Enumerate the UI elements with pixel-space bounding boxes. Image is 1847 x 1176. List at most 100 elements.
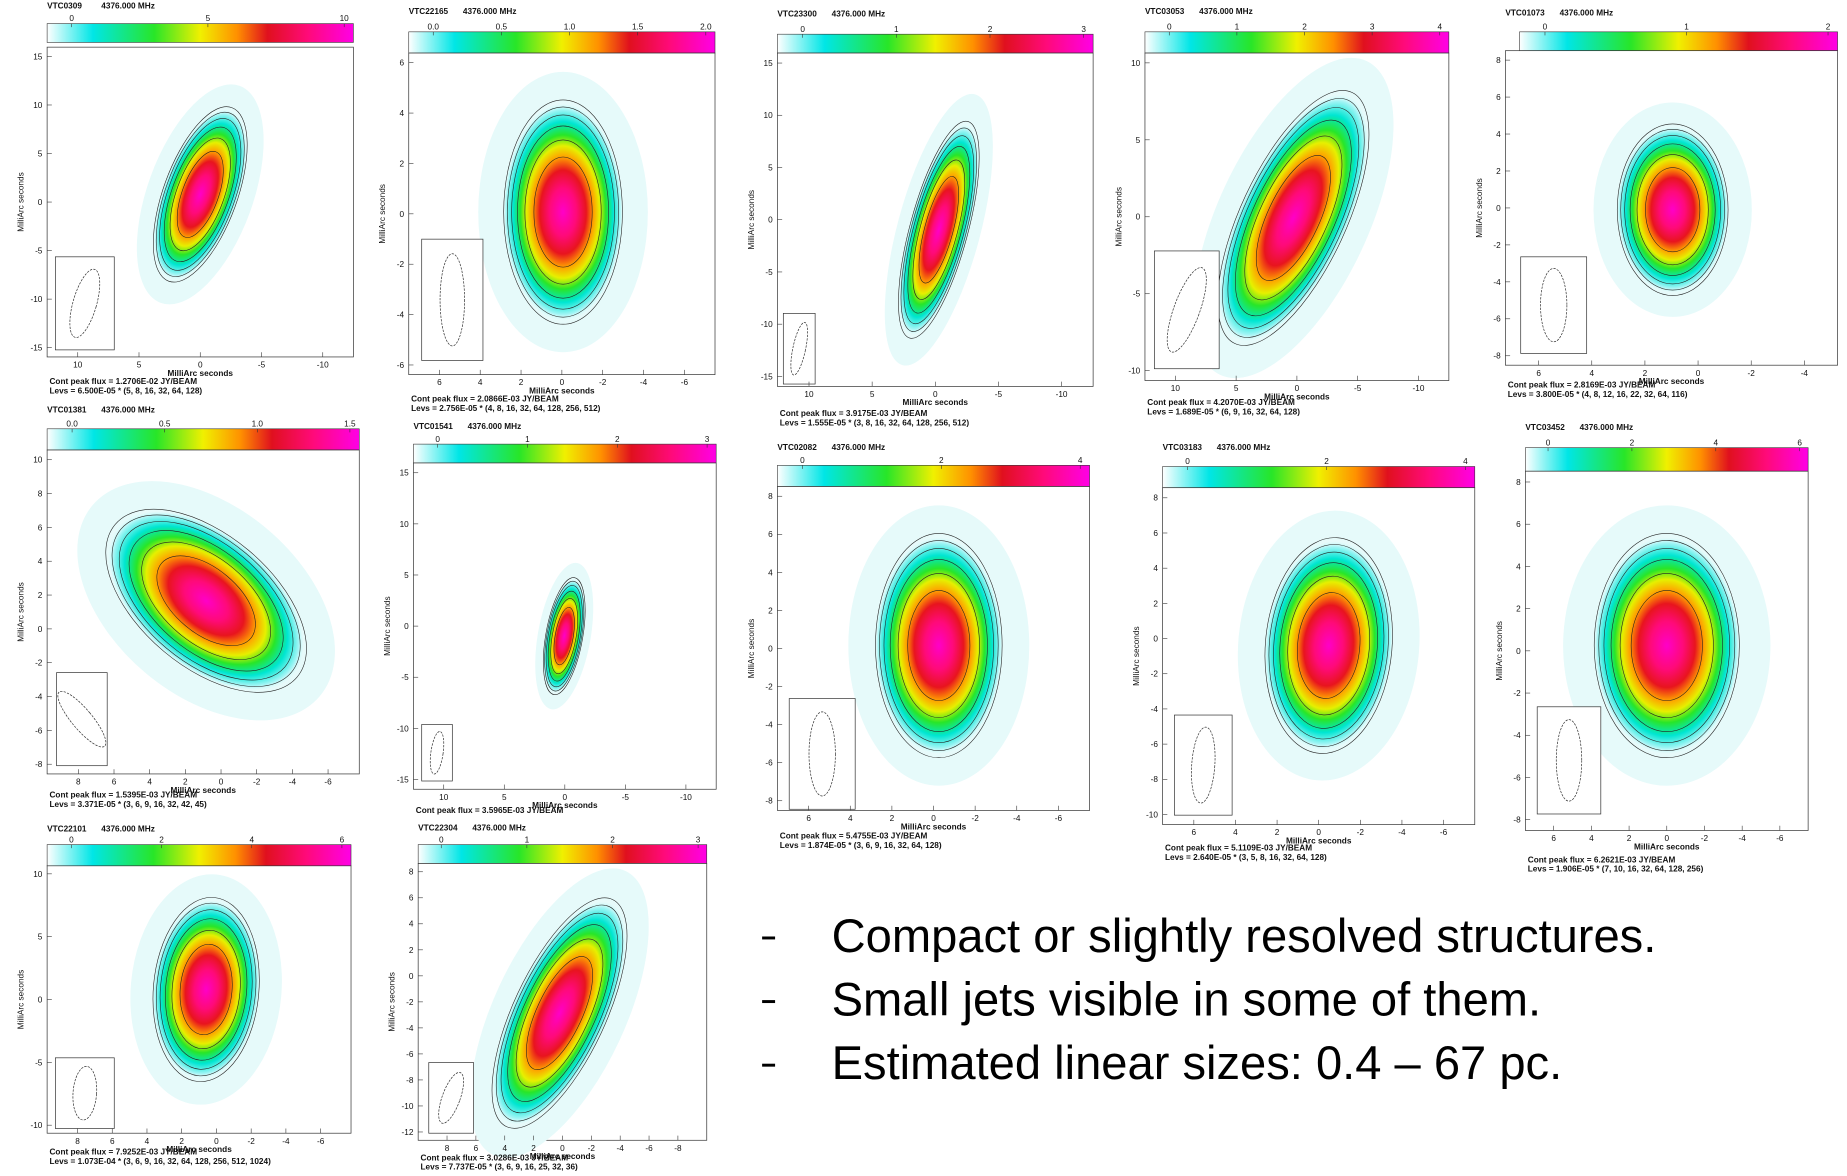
y-tick-label: 8 (1516, 478, 1521, 487)
source-name: VTC02082 (777, 443, 817, 452)
contour (159, 909, 253, 1070)
source-name: VTC0309 (47, 1, 82, 10)
x-axis-label: MilliArc seconds (170, 786, 236, 795)
x-tick-label: 2 (890, 814, 895, 823)
x-tick-label: 6 (112, 778, 117, 787)
y-tick-label: 5 (1136, 136, 1141, 145)
contour (163, 126, 237, 263)
contour (1268, 544, 1389, 748)
y-tick-label: 8 (38, 490, 43, 499)
x-tick-label: 6 (437, 378, 442, 387)
radio-map-panel: VTC01381 4376.000 MHz 0.0 0.5 1.0 1.5 10 8 6 4 2 0 -… (17, 405, 360, 809)
colorbar (777, 465, 1090, 487)
colorbar (46, 23, 354, 43)
contour (898, 120, 980, 339)
bullet-dash (762, 1063, 776, 1067)
beam (57, 690, 107, 748)
y-tick-label: 0 (399, 210, 404, 219)
peak-flux: Cont peak flux = 3.0286E-03 JY/BEAM (421, 1153, 569, 1162)
y-axis-label: MilliArc seconds (17, 582, 26, 642)
colorbar-tick-label: 6 (340, 835, 345, 844)
y-tick-label: 5 (38, 149, 43, 158)
beam (69, 268, 101, 338)
x-tick-label: -6 (317, 1137, 325, 1146)
x-tick-label: 8 (75, 1137, 80, 1146)
source-emission (535, 562, 594, 710)
colorbar (1519, 31, 1838, 51)
x-tick-label: 4 (145, 1137, 150, 1146)
peak-flux: Cont peak flux = 1.2706E-02 JY/BEAM (49, 377, 197, 386)
contour (507, 106, 620, 318)
contour (889, 559, 988, 732)
contour (547, 590, 581, 682)
source-name: VTC03053 (1145, 7, 1185, 16)
colorbar-tick-label: 2 (939, 456, 944, 465)
x-axis-label: MilliArc seconds (530, 1152, 596, 1161)
contour (1222, 98, 1365, 338)
contour (515, 938, 604, 1088)
x-tick-label: 10 (804, 390, 814, 399)
x-axis-label: MilliArc seconds (1634, 842, 1700, 851)
y-tick-label: 10 (764, 111, 774, 120)
colorbar (417, 844, 708, 864)
y-tick-label: 6 (38, 523, 43, 532)
colorbar-tick-label: 1 (525, 835, 530, 844)
x-tick-label: -4 (282, 1137, 290, 1146)
y-tick-label: 2 (38, 591, 43, 600)
y-tick-label: -10 (397, 724, 409, 733)
x-tick-label: -2 (599, 378, 607, 387)
x-tick-label: 10 (73, 361, 83, 370)
source-emission (77, 481, 335, 721)
contour (169, 137, 231, 252)
colorbar-tick-label: 0 (439, 835, 444, 844)
emission-blob (152, 108, 248, 281)
beam-box (1154, 250, 1220, 370)
x-axis-label: MilliArc seconds (901, 822, 967, 831)
source-emission (470, 868, 649, 1158)
y-tick-label: 5 (768, 163, 773, 172)
radio-map-panel: VTC03183 4376.000 MHz 0 2 4 8 6 4 2 0 -2 -4 -6 -8 -10 6… (1132, 443, 1476, 862)
y-tick-label: 0 (1496, 204, 1501, 213)
colorbar-tick-label: 1.5 (632, 22, 644, 31)
x-tick-label: -6 (324, 778, 332, 787)
x-tick-label: 4 (502, 1144, 507, 1153)
frequency: 4376.000 MHz (1580, 423, 1634, 432)
y-tick-label: -4 (397, 311, 405, 320)
radio-map-panel: VTC0309 4376.000 MHz 0 5 10 15 10 5 0 -5 -10 -15 10 5… (17, 1, 354, 395)
x-tick-label: -4 (1398, 828, 1406, 837)
y-tick-label: 10 (400, 520, 410, 529)
contour (526, 956, 593, 1070)
contour (897, 573, 980, 718)
emission-blob (492, 899, 627, 1127)
x-tick-label: -4 (289, 778, 297, 787)
beam-box (56, 672, 108, 767)
x-tick-label: 0 (933, 390, 938, 399)
contour (500, 912, 619, 1114)
source-name: VTC23300 (777, 10, 817, 19)
y-tick-label: -6 (1513, 773, 1521, 782)
y-tick-label: -10 (402, 1102, 414, 1111)
y-tick-label: -2 (765, 682, 773, 691)
source-emission (1593, 102, 1752, 317)
x-tick-label: -2 (971, 814, 979, 823)
x-tick-label: 6 (1551, 834, 1556, 843)
contour (111, 514, 301, 687)
colorbar-tick-label: 4 (1078, 456, 1083, 465)
colorbar-tick-label: 5 (206, 14, 211, 23)
y-tick-label: -8 (35, 760, 43, 769)
contour (1629, 143, 1716, 276)
beam (429, 731, 445, 775)
y-tick-label: 6 (768, 530, 773, 539)
contour (875, 533, 1003, 758)
x-tick-label: 0 (1316, 828, 1321, 837)
x-tick-label: 4 (1233, 828, 1238, 837)
colorbar (1162, 466, 1476, 488)
contour (883, 548, 994, 743)
source-name: VTC03183 (1163, 443, 1203, 452)
x-tick-label: 6 (806, 814, 811, 823)
y-tick-label: -15 (397, 775, 409, 784)
x-axis-label: MilliArc seconds (1286, 836, 1352, 845)
contour (1645, 167, 1701, 253)
contour (918, 176, 959, 284)
